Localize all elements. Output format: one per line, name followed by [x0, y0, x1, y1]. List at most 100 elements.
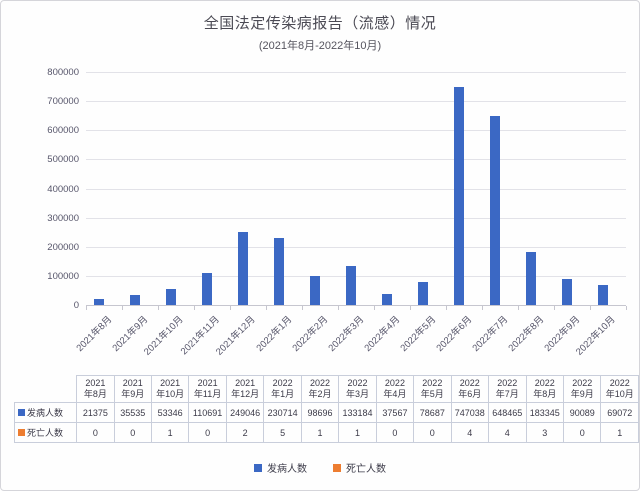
x-axis-tick: [410, 306, 411, 310]
cases-bar: [166, 289, 176, 305]
gridline: [86, 101, 626, 103]
cases-legend-label: 发病人数: [267, 464, 307, 475]
x-axis-tick: [194, 306, 195, 310]
gridline: [86, 159, 626, 161]
x-axis-tick: [374, 306, 375, 310]
x-axis-tick: [446, 306, 447, 310]
gridline: [86, 130, 626, 132]
table-value-cell: 1: [150, 422, 190, 443]
chart-title: 全国法定传染病报告（流感）情况: [203, 15, 437, 32]
table-column-header: 2022 年8月: [525, 375, 565, 403]
deaths-row: 死亡人数 0 0 1 0 2 5 1 1 0 0 4 4 3 0 1: [13, 422, 639, 443]
table-column-header: 2022 年5月: [413, 375, 452, 403]
y-tick-label: 400000: [47, 183, 79, 195]
table-column-header: 2022 年1月: [263, 375, 302, 403]
table-value-cell: 0: [113, 422, 152, 443]
cases-bar: [310, 276, 320, 305]
table-column-header: 2022 年3月: [338, 375, 377, 403]
table-value-cell: 0: [375, 422, 415, 443]
table-column-header: 2022 年6月: [450, 375, 490, 403]
plot-area: 2021年8月 2021年9月 2021年10月 2021年11月 2021年12月 20…: [74, 72, 627, 358]
table-value-cell: 0: [563, 422, 602, 443]
table-value-cell: 230714: [263, 402, 302, 423]
cases-bar: [382, 294, 392, 305]
gridline: [86, 72, 626, 73]
table-row-header: 发病人数: [13, 402, 78, 423]
y-tick-label: 200000: [47, 241, 79, 253]
cases-bar: [202, 272, 212, 305]
table-value-cell: 98696: [300, 402, 340, 423]
x-tick-label: 2022年5月: [398, 314, 438, 355]
table-value-cell: 69072: [600, 402, 639, 423]
y-tick-label: 500000: [47, 154, 79, 166]
table-value-cell: 747038: [450, 402, 490, 423]
y-tick-label: 600000: [47, 125, 79, 137]
x-axis-tick: [158, 306, 159, 310]
data-table: 2021 年8月 2021 年9月 2021 年10月 2021 年11月 2021 年12月 20…: [13, 375, 639, 443]
table-value-cell: 1: [600, 422, 639, 443]
table-value-cell: 35535: [113, 402, 152, 423]
cases-row: 发病人数 21375 35535 53346 110691 249046 230714 986…: [13, 402, 639, 423]
deaths-legend-swatch: [333, 463, 341, 472]
cases-bar: [562, 278, 572, 305]
x-tick-label: 2022年7月: [470, 314, 510, 355]
table-column-header: 2021 年12月: [225, 375, 265, 403]
table-value-cell: 133184: [338, 402, 377, 423]
cases-bar: [130, 294, 140, 305]
table-column-header: 2022 年9月: [563, 375, 602, 403]
y-tick-label: 0: [73, 300, 79, 311]
x-axis-tick: [626, 306, 627, 310]
x-tick-label: 2021年8月: [74, 314, 114, 355]
table-value-cell: 0: [188, 422, 227, 443]
table-value-cell: 4: [450, 422, 490, 443]
table-value-cell: 4: [488, 422, 527, 443]
legend-item-deaths: 死亡人数: [333, 460, 386, 475]
y-tick-label: 300000: [47, 212, 79, 224]
table-column-header: 2022 年4月: [375, 375, 415, 403]
cases-series-swatch: [18, 409, 25, 417]
cases-bar: [274, 237, 284, 305]
table-value-cell: 37567: [375, 402, 415, 423]
table-value-cell: 648465: [488, 402, 527, 423]
gridline: [86, 217, 626, 219]
table-value-cell: 183345: [525, 402, 565, 423]
x-axis-tick: [554, 306, 555, 310]
cases-bar: [238, 232, 248, 305]
table-value-cell: 5: [263, 422, 302, 443]
table-value-cell: 53346: [150, 402, 190, 423]
y-tick-label: 700000: [47, 96, 79, 108]
gridline: [86, 305, 626, 306]
x-axis-tick: [230, 306, 231, 310]
x-tick-label: 2022年6月: [434, 314, 474, 355]
x-axis-tick: [482, 306, 483, 310]
chart-subtitle: (2021年8月-2022年10月): [258, 40, 382, 52]
y-tick-label: 800000: [47, 67, 79, 78]
cases-bar: [418, 282, 428, 305]
table-value-cell: 2: [225, 422, 265, 443]
x-axis-tick: [122, 306, 123, 310]
table-value-cell: 78687: [413, 402, 452, 423]
x-axis-tick: [518, 306, 519, 310]
table-value-cell: 0: [413, 422, 452, 443]
table-value-cell: 21375: [76, 402, 115, 423]
x-tick-label: 2022年2月: [290, 314, 330, 355]
table-column-header: 2021 年8月: [76, 375, 115, 403]
table-value-cell: 0: [76, 422, 115, 443]
x-axis-tick: [266, 306, 267, 310]
cases-bar: [454, 87, 464, 305]
table-column-header: 2022 年2月: [300, 375, 340, 403]
x-axis-tick: [86, 306, 87, 310]
y-axis: 0 100000 200000 300000 400000 500000 600000 700…: [1, 67, 79, 311]
table-value-cell: 90089: [563, 402, 602, 423]
table-value-cell: 110691: [188, 402, 227, 423]
table-value-cell: 3: [525, 422, 565, 443]
deaths-series-swatch: [18, 429, 25, 437]
table-value-cell: 249046: [225, 402, 265, 423]
table-column-header: 2021 年11月: [188, 375, 227, 403]
legend-item-cases: 发病人数: [254, 460, 307, 475]
cases-bar: [598, 284, 608, 305]
x-tick-label: 2022年3月: [326, 314, 366, 355]
cases-bar: [94, 298, 104, 305]
cases-legend-swatch: [254, 463, 262, 472]
